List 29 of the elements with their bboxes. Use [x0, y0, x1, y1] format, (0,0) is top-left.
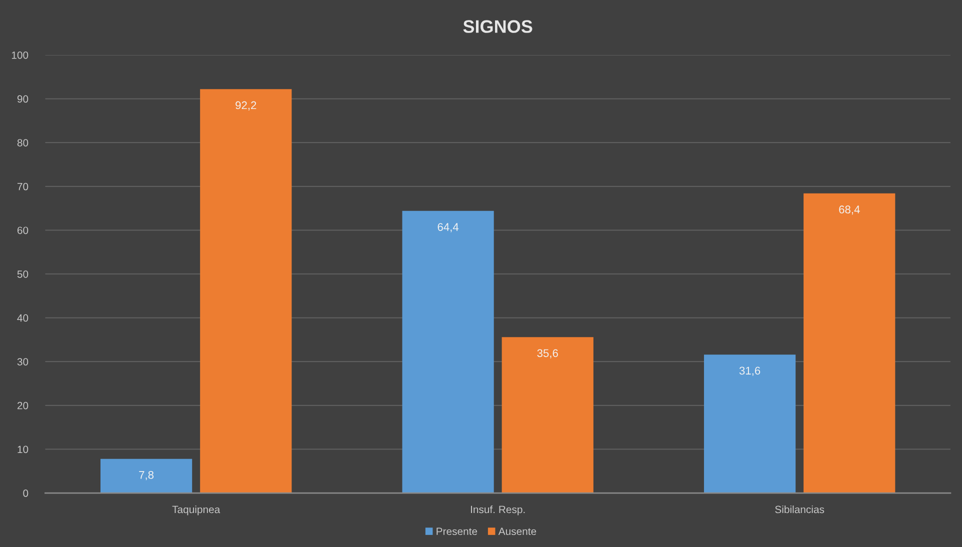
y-tick-label: 10 — [18, 446, 28, 454]
y-tick-label: 20 — [17, 402, 28, 410]
bar — [704, 354, 796, 494]
bar — [502, 337, 594, 494]
y-tick-label: 0 — [23, 490, 28, 497]
y-tick-label: 70 — [17, 182, 28, 190]
y-tick-label: 90 — [17, 95, 28, 103]
y-tick-label: 40 — [17, 314, 28, 322]
y-tick-label: 100 — [12, 51, 28, 59]
bar — [402, 210, 494, 494]
x-tick-label: Taquipnea — [172, 506, 220, 516]
data-label: 92,2 — [236, 101, 256, 110]
y-tick-label: 50 — [17, 270, 28, 278]
data-label: 64,4 — [438, 223, 459, 232]
y-tick-label: 60 — [17, 226, 28, 234]
data-label: 35,6 — [537, 349, 558, 358]
y-tick-label: 80 — [17, 139, 28, 146]
bar — [804, 193, 896, 494]
data-label: 31,6 — [739, 366, 760, 376]
chart-title: SIGNOS — [463, 20, 532, 33]
x-tick-label: Sibilancias — [775, 506, 824, 514]
bar — [200, 89, 292, 494]
legend-label: Ausente — [498, 528, 536, 536]
data-label: 68,4 — [839, 206, 860, 215]
y-tick-label: 30 — [17, 358, 28, 366]
data-label: 7,8 — [139, 471, 154, 480]
x-tick-label: Insuf. Resp. — [471, 506, 525, 516]
bar — [100, 458, 192, 494]
legend-label: Presente — [436, 528, 478, 536]
